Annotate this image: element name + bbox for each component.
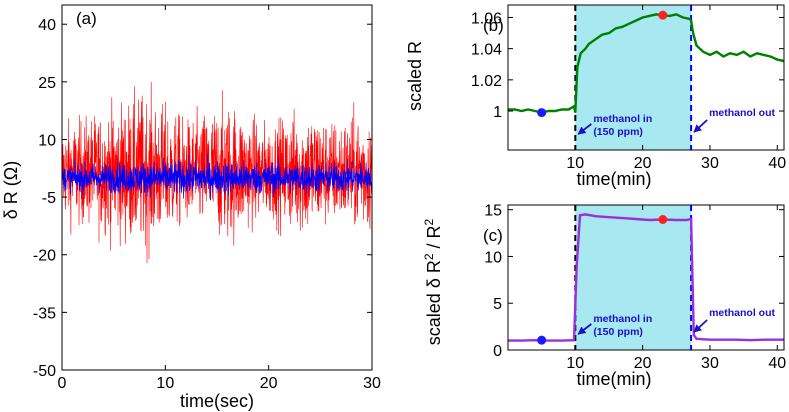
panel-c-xlabel: time(min) xyxy=(577,369,652,389)
panel-b-series-line xyxy=(508,13,785,114)
x-tick-label: 40 xyxy=(768,155,786,172)
methanol-in-label: methanol in (150 ppm) xyxy=(593,313,652,338)
panel-a-frame xyxy=(61,4,373,371)
panel-a-ylabel: δ R (Ω) xyxy=(1,161,21,219)
y-tick-label: -35 xyxy=(33,305,56,322)
panel-c-ylabel-sep: / R xyxy=(424,225,444,253)
y-tick-label: -5 xyxy=(42,190,56,207)
panel-c-ylabel-exp2: 2 xyxy=(422,218,436,225)
y-tick-label: -20 xyxy=(33,248,56,265)
panel-a: 0 10 20 30 -50 -35 -20 -5 10 25 40 (a) time(sec) δ… xyxy=(1,4,381,411)
panel-b-shaded-region xyxy=(575,5,692,150)
panel-b-xlabel: time(min) xyxy=(577,169,652,189)
panel-c-ylabel: scaled δ R2 / R2 xyxy=(422,218,444,345)
exposure-marker xyxy=(658,215,668,224)
y-tick-label: 10 xyxy=(484,249,502,266)
x-tick-label: 10 xyxy=(566,355,584,372)
methanol-out-label: methanol out xyxy=(709,107,775,119)
panel-c-shaded-region xyxy=(575,205,692,350)
y-tick-label: 15 xyxy=(484,203,502,220)
panel-b-frame xyxy=(507,4,785,151)
y-tick-label: -50 xyxy=(33,363,56,380)
panel-c-ylabel-exp: 2 xyxy=(422,253,436,260)
x-tick-label: 10 xyxy=(156,375,174,392)
x-tick-label: 40 xyxy=(768,355,786,372)
panel-b-ylabel: scaled R xyxy=(405,41,425,111)
methanol-out-label: methanol out xyxy=(709,307,775,319)
x-tick-label: 20 xyxy=(634,355,652,372)
x-tick-label: 0 xyxy=(58,375,67,392)
methanol-in-arrow xyxy=(577,323,592,335)
panel-b-label: (b) xyxy=(483,16,504,35)
panel-c-label: (c) xyxy=(483,226,503,245)
panel-a-label: (a) xyxy=(76,9,97,28)
y-tick-label: 1 xyxy=(493,104,502,121)
x-tick-label: 30 xyxy=(701,355,719,372)
y-tick-label: 5 xyxy=(493,296,502,313)
x-tick-label: 20 xyxy=(260,375,278,392)
x-tick-label: 10 xyxy=(566,155,584,172)
methanol-out-arrow xyxy=(693,319,708,333)
y-tick-label: 1.02 xyxy=(471,73,502,90)
y-tick-label: 0 xyxy=(493,343,502,360)
exposure-marker xyxy=(658,10,668,20)
y-tick-label: 25 xyxy=(38,75,56,92)
y-tick-label: 1.06 xyxy=(471,10,502,27)
y-tick-label: 1.04 xyxy=(471,42,502,59)
panel-b: 10 20 30 40 1 1.02 1.04 1.06 (b) time(min) scal… xyxy=(405,4,786,189)
y-tick-label: 40 xyxy=(38,17,56,34)
panel-c-frame xyxy=(507,204,785,351)
x-tick-label: 20 xyxy=(634,155,652,172)
panel-c-series-line xyxy=(508,213,784,342)
x-tick-label: 30 xyxy=(701,155,719,172)
red-noise-trace xyxy=(62,81,372,264)
y-tick-label: 10 xyxy=(38,132,56,149)
panel-c-ylabel-main: scaled δ R xyxy=(424,260,444,345)
baseline-marker xyxy=(537,108,547,118)
panel-a-xlabel: time(sec) xyxy=(180,391,254,411)
x-tick-label: 30 xyxy=(363,375,381,392)
methanol-in-label: methanol in (150 ppm) xyxy=(593,113,652,138)
blue-noise-trace xyxy=(62,154,372,201)
baseline-marker xyxy=(537,335,547,345)
methanol-in-arrow xyxy=(577,123,592,135)
methanol-out-arrow xyxy=(693,119,708,133)
